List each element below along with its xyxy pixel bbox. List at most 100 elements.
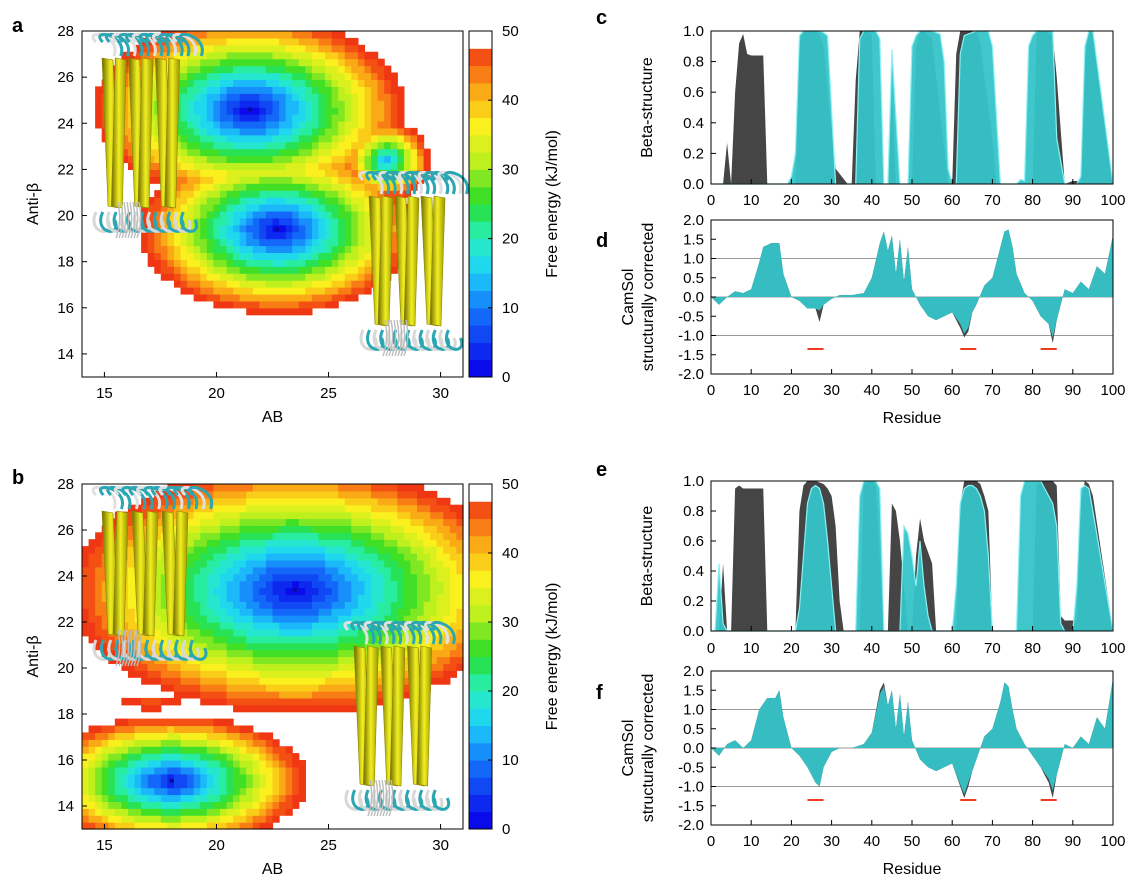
energy-cell — [246, 280, 254, 288]
energy-cell — [239, 252, 247, 260]
energy-cell — [88, 766, 96, 775]
energy-cell — [279, 677, 287, 685]
energy-cell — [397, 587, 405, 595]
energy-cell — [331, 65, 339, 74]
energy-cell — [449, 615, 458, 623]
energy-cell — [318, 566, 326, 575]
beta-strand — [142, 510, 159, 637]
energy-cell — [187, 134, 195, 143]
y-tick-label: 0.2 — [683, 145, 704, 162]
energy-cell — [436, 525, 444, 533]
energy-cell — [397, 601, 405, 609]
energy-cell — [246, 210, 254, 219]
energy-cell — [344, 484, 352, 492]
energy-cell — [331, 635, 339, 644]
energy-cell — [325, 134, 333, 143]
energy-cell — [423, 608, 431, 616]
energy-cell — [213, 649, 221, 658]
energy-cell — [436, 677, 444, 685]
energy-cell — [154, 44, 162, 53]
energy-cell — [364, 273, 372, 281]
energy-cell — [272, 794, 280, 802]
energy-cell — [338, 238, 346, 247]
energy-cell — [246, 79, 254, 87]
x-tick-label: 100 — [1100, 382, 1125, 399]
energy-cell — [292, 580, 300, 589]
energy-cell — [331, 231, 339, 240]
x-tick-label: 10 — [743, 640, 760, 657]
energy-cell — [95, 559, 103, 568]
energy-cell — [305, 663, 313, 671]
energy-cell — [154, 176, 162, 184]
energy-cell — [371, 51, 379, 60]
energy-cell — [226, 594, 234, 602]
energy-cell — [219, 553, 228, 561]
energy-cell — [265, 594, 274, 602]
energy-cell — [206, 594, 214, 602]
energy-cell — [430, 539, 438, 547]
energy-cell — [219, 532, 228, 540]
energy-cell — [371, 162, 379, 170]
energy-cell — [219, 120, 228, 129]
energy-cell — [239, 739, 247, 747]
energy-cell — [154, 141, 162, 150]
energy-cell — [292, 183, 300, 191]
energy-cell — [154, 210, 162, 219]
energy-cell — [344, 601, 352, 609]
energy-cell — [325, 148, 333, 157]
energy-cell — [101, 753, 109, 761]
protein-tail — [118, 201, 124, 239]
energy-cell — [390, 120, 398, 129]
energy-cell — [193, 773, 201, 782]
energy-cell — [331, 300, 339, 309]
energy-cell — [338, 107, 346, 115]
energy-cell — [108, 808, 116, 816]
energy-cell — [357, 86, 366, 94]
energy-cell — [239, 539, 247, 547]
energy-cell — [193, 725, 201, 733]
energy-cell — [127, 787, 136, 796]
energy-cell — [403, 684, 412, 692]
energy-cell — [226, 65, 234, 74]
energy-cell — [305, 615, 313, 623]
x-tick-label: 15 — [96, 837, 113, 854]
energy-cell — [357, 190, 366, 198]
energy-cell — [377, 559, 385, 568]
energy-cell — [213, 511, 221, 520]
energy-cell — [252, 238, 260, 247]
energy-cell — [344, 559, 352, 568]
energy-cell — [331, 31, 339, 39]
energy-cell — [121, 794, 129, 802]
energy-cell — [344, 37, 352, 46]
energy-cell — [239, 190, 247, 198]
energy-cell — [443, 615, 451, 623]
energy-cell — [154, 732, 162, 740]
energy-cell — [154, 238, 162, 247]
energy-cell — [357, 594, 366, 602]
energy-cell — [95, 100, 103, 108]
energy-cell — [364, 93, 372, 101]
energy-cell — [121, 773, 129, 782]
energy-cell — [259, 72, 267, 81]
energy-cell — [430, 490, 438, 499]
energy-cell — [298, 93, 306, 101]
energy-cell — [246, 287, 254, 295]
energy-cell — [331, 601, 339, 609]
energy-cell — [279, 649, 287, 658]
energy-cell — [285, 252, 293, 260]
energy-cell — [252, 649, 260, 658]
energy-cell — [180, 670, 188, 678]
energy-cell — [292, 169, 300, 177]
energy-cell — [154, 718, 162, 727]
energy-cell — [127, 525, 136, 533]
energy-cell — [351, 691, 359, 699]
energy-cell — [371, 532, 379, 540]
energy-cell — [180, 238, 188, 247]
colorbar-level — [469, 673, 492, 692]
energy-cell — [147, 210, 155, 219]
energy-cell — [325, 628, 333, 637]
energy-cell — [423, 601, 431, 609]
energy-cell — [252, 760, 260, 768]
energy-cell — [305, 580, 313, 589]
